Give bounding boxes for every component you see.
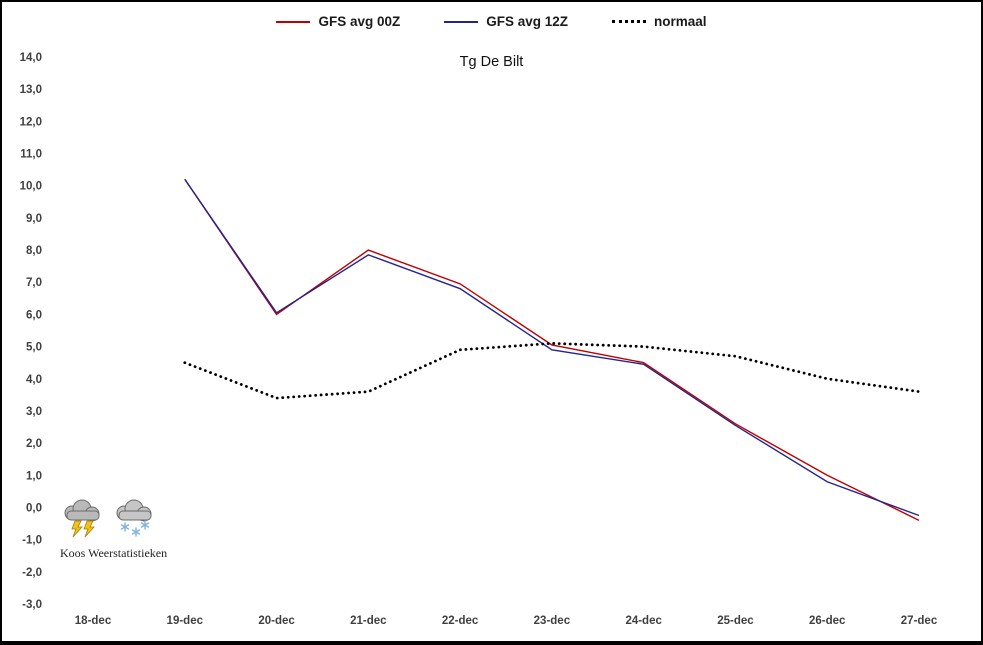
x-axis-tick-label: 27-dec xyxy=(901,615,938,627)
legend-swatch-normaal xyxy=(612,20,647,23)
x-axis-tick-label: 26-dec xyxy=(809,615,846,627)
y-axis-tick-label: 10,0 xyxy=(20,181,42,193)
y-axis-tick-label: 3,0 xyxy=(26,406,42,418)
x-axis-tick-label: 18-dec xyxy=(75,615,112,627)
y-axis-tick-label: 1,0 xyxy=(26,470,42,482)
y-axis-tick-label: 12,0 xyxy=(20,116,42,128)
y-axis-tick-label: -3,0 xyxy=(22,599,42,611)
y-axis-tick-label: 11,0 xyxy=(20,149,42,161)
y-axis-tick-label: -1,0 xyxy=(22,535,42,547)
y-axis-tick-label: 5,0 xyxy=(26,342,42,354)
y-axis-tick-label: 13,0 xyxy=(20,84,42,96)
chart-title: Tg De Bilt xyxy=(459,54,524,70)
y-axis-tick-label: 8,0 xyxy=(26,245,42,257)
legend-label: GFS avg 12Z xyxy=(486,14,569,29)
legend-label: GFS avg 00Z xyxy=(318,14,401,29)
snow-cloud-icon xyxy=(116,499,152,537)
legend-label: normaal xyxy=(654,14,707,29)
storm-cloud-icon xyxy=(64,499,100,538)
watermark: Koos Weerstatistieken xyxy=(60,498,180,561)
series-line-gfs-avg-12z xyxy=(184,178,920,517)
legend-swatch-gfs-00z xyxy=(276,20,311,23)
y-axis-tick-label: 2,0 xyxy=(26,438,42,450)
chart-legend: GFS avg 00Z GFS avg 12Z normaal xyxy=(2,14,981,29)
y-axis-tick-label: 0,0 xyxy=(26,502,42,514)
y-axis-tick-label: 6,0 xyxy=(26,309,42,321)
y-axis-tick-label: 14,0 xyxy=(20,52,42,64)
legend-item-normaal: normaal xyxy=(612,14,707,29)
y-axis-tick-label: 9,0 xyxy=(26,213,42,225)
legend-swatch-gfs-12z xyxy=(444,20,479,23)
y-axis-tick-label: -2,0 xyxy=(22,567,42,579)
x-axis-tick-label: 22-dec xyxy=(442,615,479,627)
series-line-normaal xyxy=(183,341,921,400)
y-axis-tick-label: 7,0 xyxy=(26,277,42,289)
y-axis-tick-label: 4,0 xyxy=(26,374,42,386)
legend-item-gfs-12z: GFS avg 12Z xyxy=(444,14,568,29)
x-axis-tick-label: 25-dec xyxy=(717,615,754,627)
x-axis-tick-label: 20-dec xyxy=(258,615,295,627)
x-axis-tick-label: 19-dec xyxy=(167,615,204,627)
x-axis-tick-label: 21-dec xyxy=(350,615,387,627)
legend-item-gfs-00z: GFS avg 00Z xyxy=(276,14,400,29)
x-axis-tick-label: 23-dec xyxy=(534,615,571,627)
x-axis-tick-label: 24-dec xyxy=(625,615,662,627)
watermark-label: Koos Weerstatistieken xyxy=(60,546,168,560)
